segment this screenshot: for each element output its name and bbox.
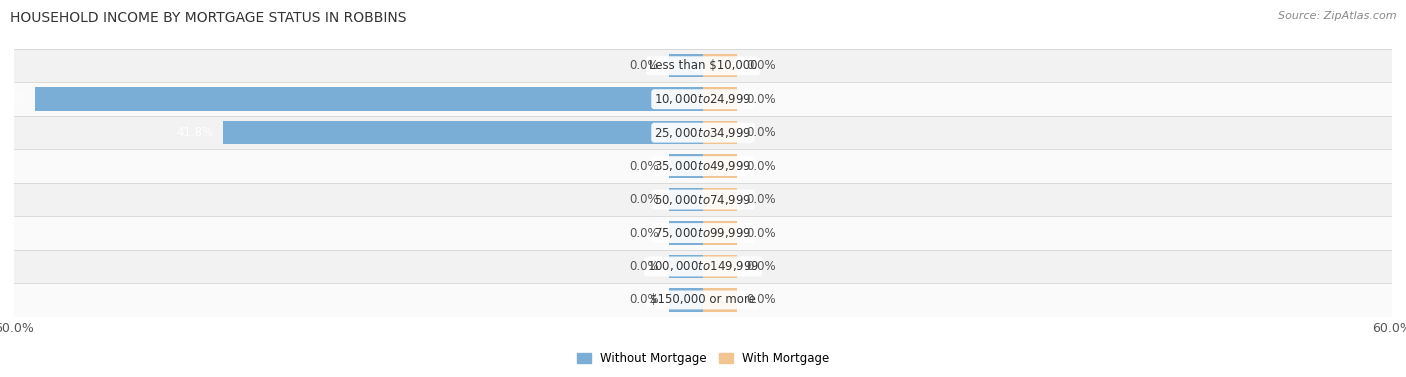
Bar <box>14 183 1392 216</box>
Bar <box>14 283 1392 317</box>
Bar <box>35 87 703 111</box>
Text: Source: ZipAtlas.com: Source: ZipAtlas.com <box>1278 11 1396 21</box>
Text: 0.0%: 0.0% <box>747 193 776 206</box>
Bar <box>669 288 703 312</box>
Legend: Without Mortgage, With Mortgage: Without Mortgage, With Mortgage <box>572 347 834 370</box>
Bar <box>14 149 1392 183</box>
Bar <box>703 255 738 278</box>
Bar <box>224 121 703 144</box>
Text: 0.0%: 0.0% <box>747 59 776 72</box>
Text: 0.0%: 0.0% <box>747 93 776 106</box>
Text: $50,000 to $74,999: $50,000 to $74,999 <box>654 193 752 207</box>
Bar <box>703 221 738 245</box>
Text: 0.0%: 0.0% <box>747 126 776 139</box>
Bar <box>14 250 1392 283</box>
Text: 0.0%: 0.0% <box>630 293 659 307</box>
Text: 0.0%: 0.0% <box>747 227 776 239</box>
Bar <box>14 49 1392 83</box>
Text: $100,000 to $149,999: $100,000 to $149,999 <box>647 259 759 273</box>
Text: 0.0%: 0.0% <box>747 159 776 173</box>
Bar <box>703 188 738 211</box>
Text: $10,000 to $24,999: $10,000 to $24,999 <box>654 92 752 106</box>
Bar <box>669 221 703 245</box>
Bar <box>669 188 703 211</box>
Bar <box>669 54 703 77</box>
Text: $35,000 to $49,999: $35,000 to $49,999 <box>654 159 752 173</box>
Text: 58.2%: 58.2% <box>0 93 25 106</box>
Bar <box>703 87 738 111</box>
Text: 0.0%: 0.0% <box>630 59 659 72</box>
Text: 0.0%: 0.0% <box>747 293 776 307</box>
Text: 0.0%: 0.0% <box>630 260 659 273</box>
Text: 41.8%: 41.8% <box>177 126 214 139</box>
Text: 0.0%: 0.0% <box>630 159 659 173</box>
Bar <box>14 216 1392 250</box>
Bar <box>14 83 1392 116</box>
Bar <box>669 255 703 278</box>
Text: HOUSEHOLD INCOME BY MORTGAGE STATUS IN ROBBINS: HOUSEHOLD INCOME BY MORTGAGE STATUS IN R… <box>10 11 406 25</box>
Bar <box>703 155 738 178</box>
Bar <box>703 54 738 77</box>
Text: $75,000 to $99,999: $75,000 to $99,999 <box>654 226 752 240</box>
Text: $25,000 to $34,999: $25,000 to $34,999 <box>654 126 752 139</box>
Text: 0.0%: 0.0% <box>630 193 659 206</box>
Bar <box>14 116 1392 149</box>
Bar <box>669 155 703 178</box>
Text: Less than $10,000: Less than $10,000 <box>648 59 758 72</box>
Bar <box>703 288 738 312</box>
Text: $150,000 or more: $150,000 or more <box>650 293 756 307</box>
Bar <box>703 121 738 144</box>
Text: 0.0%: 0.0% <box>747 260 776 273</box>
Text: 0.0%: 0.0% <box>630 227 659 239</box>
